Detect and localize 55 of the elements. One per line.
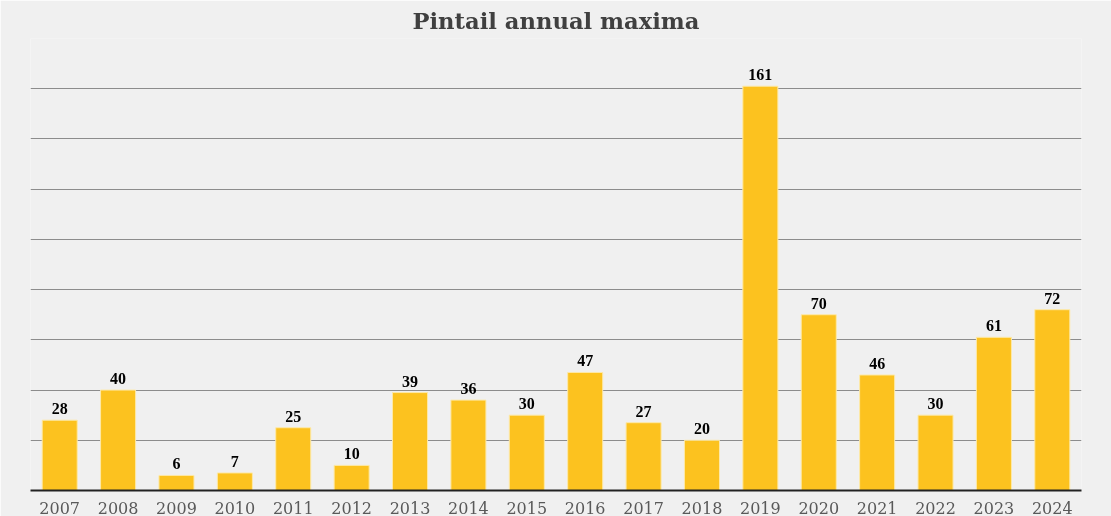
data-label: 36 <box>460 380 477 398</box>
data-label: 72 <box>1044 289 1061 307</box>
x-tick-label: 2007 <box>39 498 81 516</box>
data-label: 10 <box>343 445 360 463</box>
data-label: 7 <box>230 452 239 470</box>
x-tick-label: 2017 <box>623 498 664 516</box>
data-label: 46 <box>869 354 886 372</box>
x-tick-label: 2011 <box>272 498 314 516</box>
x-tick-label: 2022 <box>915 498 956 516</box>
bar <box>683 439 720 491</box>
bar <box>567 371 604 491</box>
bar <box>975 336 1012 491</box>
x-tick-label: 2016 <box>564 498 606 516</box>
data-label: 40 <box>110 370 127 388</box>
bar <box>100 389 137 491</box>
x-tick-label: 2018 <box>681 498 723 516</box>
data-label: 70 <box>810 294 827 312</box>
bar <box>742 85 779 491</box>
data-label: 161 <box>748 66 773 84</box>
x-tick-label: 2021 <box>856 498 898 516</box>
bar <box>508 414 545 491</box>
x-tick-label: 2014 <box>448 498 489 516</box>
data-label: 27 <box>635 402 652 420</box>
x-tick-label: 2013 <box>389 498 431 516</box>
data-label: 61 <box>985 317 1002 335</box>
bar <box>859 374 896 491</box>
x-tick-label: 2009 <box>156 498 197 516</box>
chart-title: Pintail annual maxima <box>412 7 700 34</box>
data-label: 20 <box>693 420 710 438</box>
bar <box>392 392 429 491</box>
x-tick-label: 2019 <box>740 498 781 516</box>
bar <box>1034 309 1071 491</box>
bar <box>625 422 662 491</box>
bar <box>216 472 253 491</box>
bar <box>275 427 312 491</box>
bar <box>333 464 370 491</box>
x-tick-label: 2015 <box>506 498 548 516</box>
bar <box>800 314 837 491</box>
bar <box>158 474 195 491</box>
x-tick-label: 2008 <box>97 498 139 516</box>
bar <box>917 414 954 491</box>
x-tick-label: 2023 <box>973 498 1015 516</box>
data-label: 28 <box>51 400 68 418</box>
data-label: 6 <box>172 455 181 473</box>
data-label: 47 <box>577 352 594 370</box>
data-label: 25 <box>285 407 302 425</box>
x-tick-label: 2024 <box>1031 498 1073 516</box>
data-label: 30 <box>518 395 535 413</box>
x-tick-label: 2012 <box>331 498 372 516</box>
x-tick-label: 2020 <box>798 498 840 516</box>
bar <box>41 419 78 491</box>
data-label: 30 <box>927 395 944 413</box>
data-label: 39 <box>402 372 419 390</box>
bar <box>450 399 487 491</box>
x-tick-label: 2010 <box>214 498 256 516</box>
